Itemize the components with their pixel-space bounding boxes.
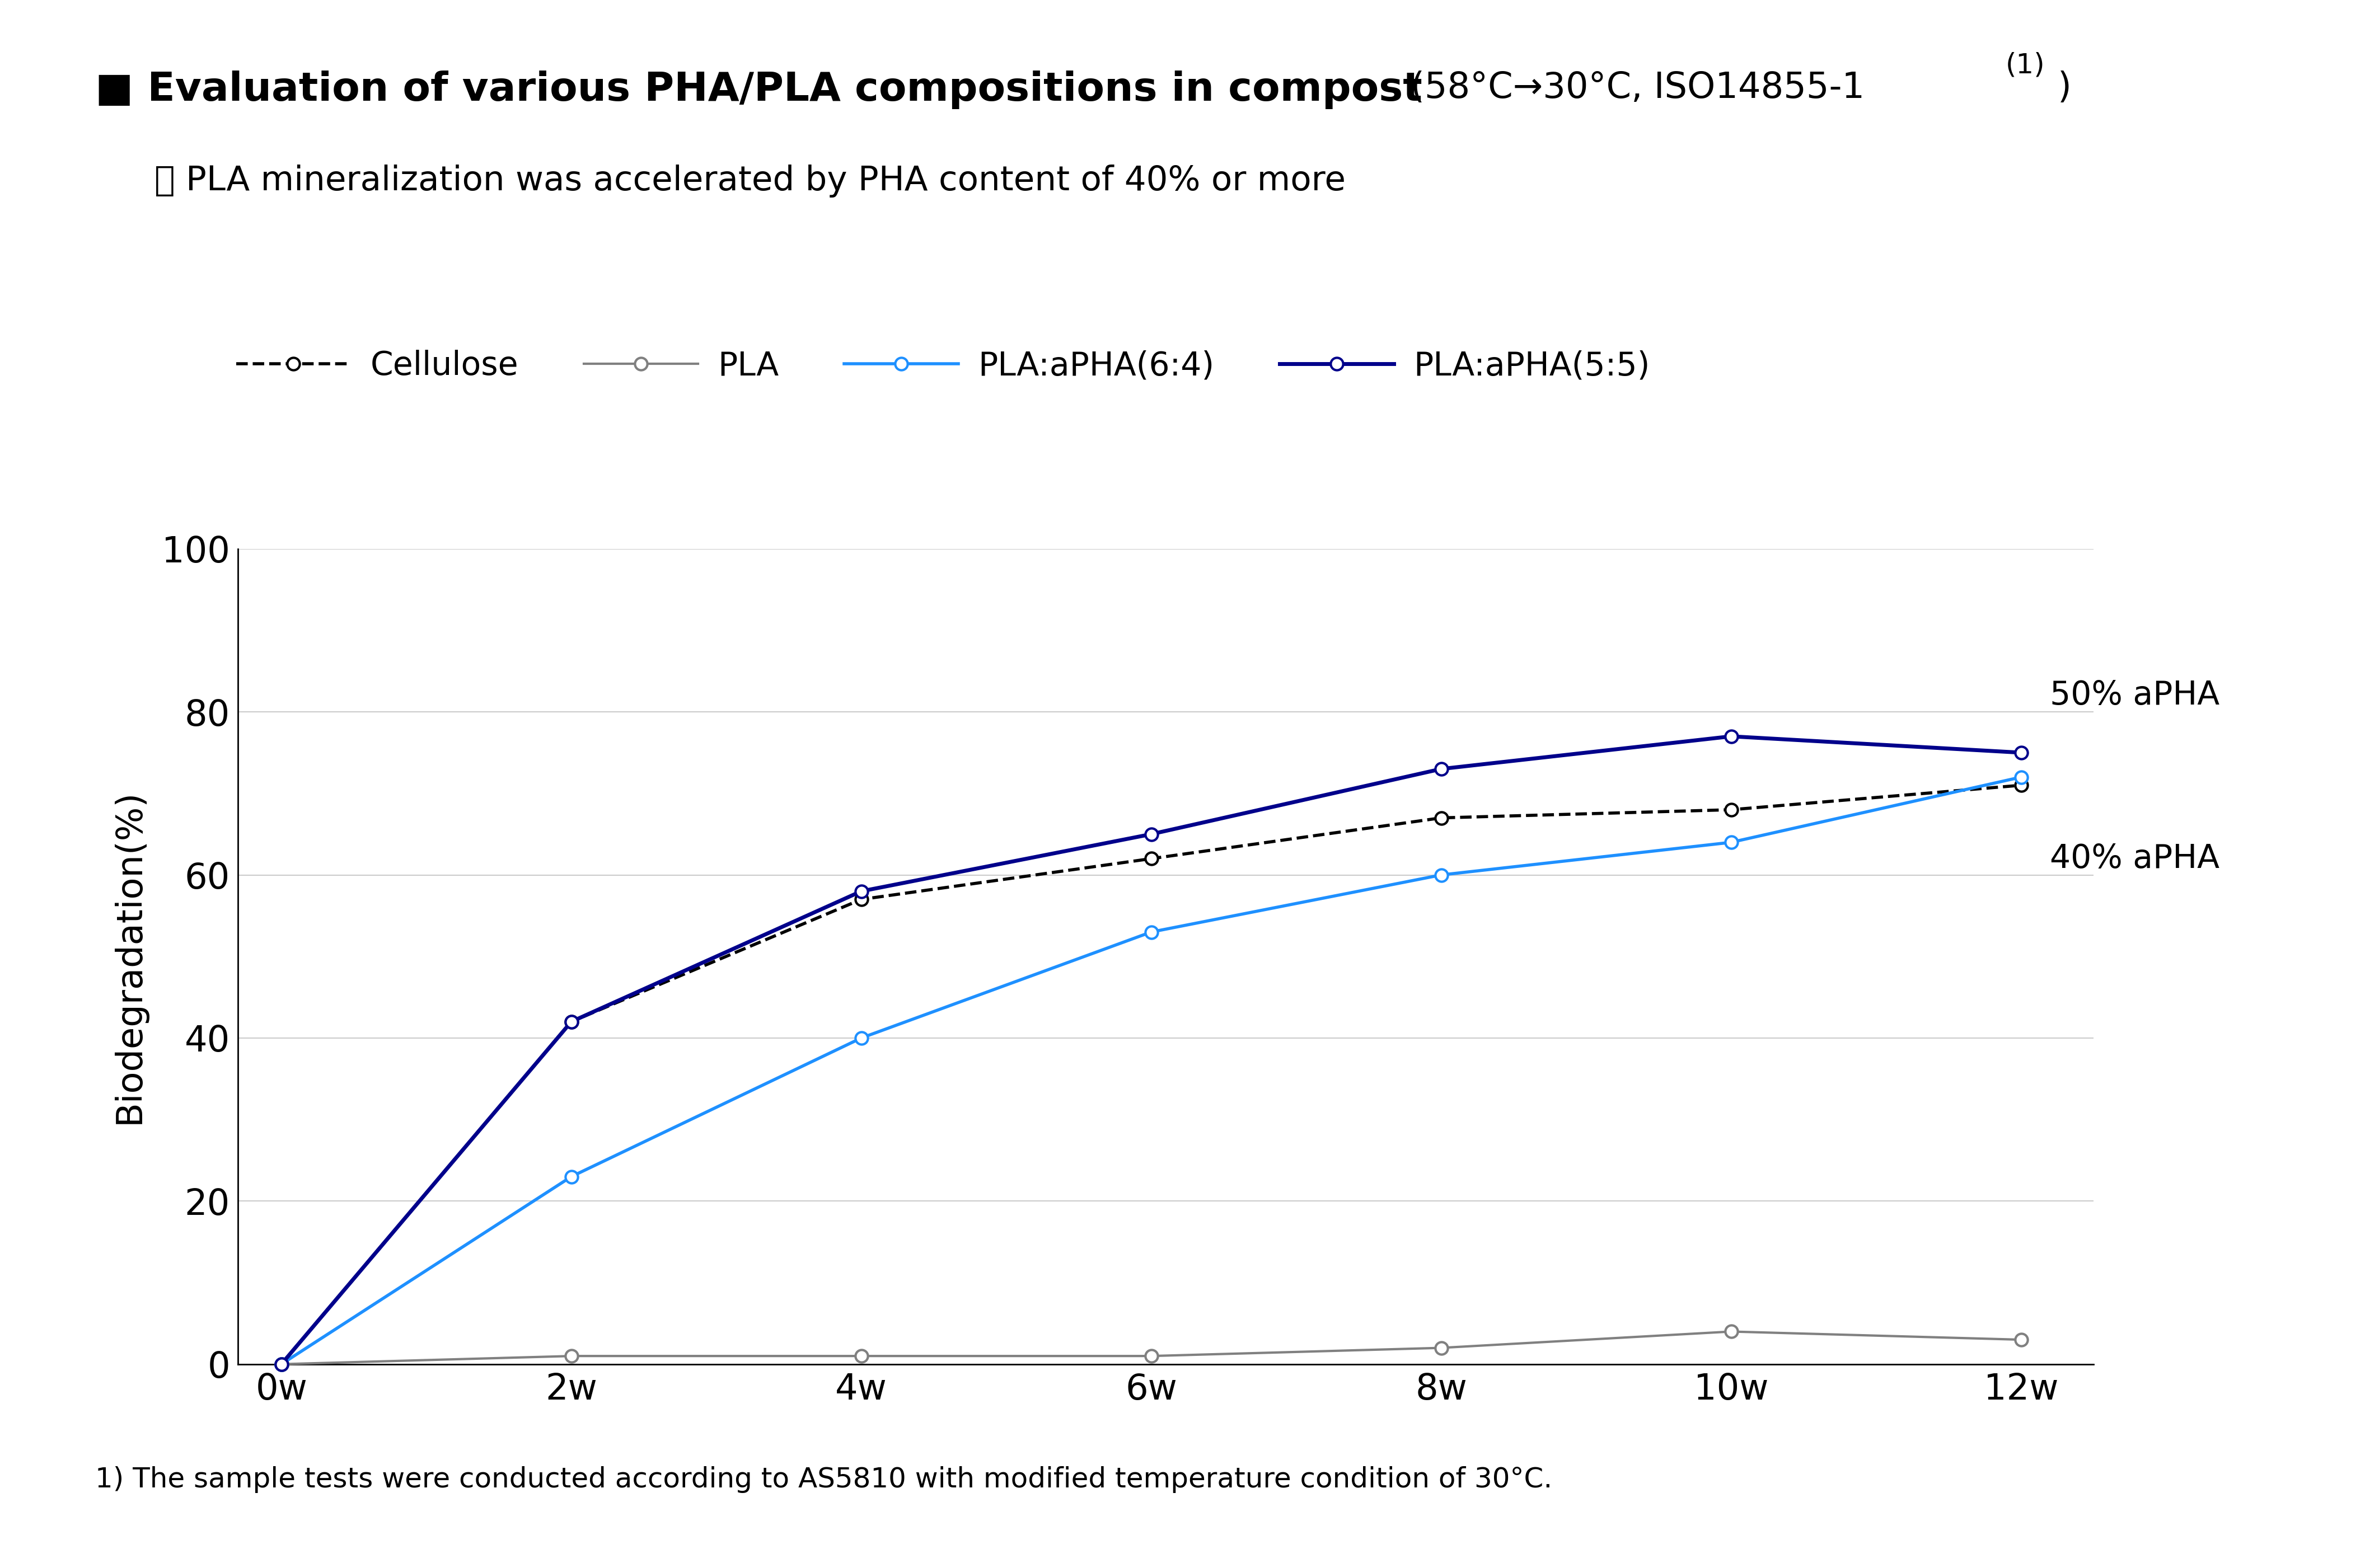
Text: (58°C→30°C, ISO14855-1: (58°C→30°C, ISO14855-1 bbox=[1411, 71, 1865, 105]
Text: ): ) bbox=[2058, 71, 2072, 105]
Text: 40% aPHA: 40% aPHA bbox=[2051, 842, 2220, 875]
Y-axis label: Biodegradation(%): Biodegradation(%) bbox=[112, 789, 147, 1124]
Text: 1) The sample tests were conducted according to AS5810 with modified temperature: 1) The sample tests were conducted accor… bbox=[95, 1466, 1553, 1493]
Legend: Cellulose, PLA, PLA:aPHA(6:4), PLA:aPHA(5:5): Cellulose, PLA, PLA:aPHA(6:4), PLA:aPHA(… bbox=[224, 337, 1663, 395]
Text: ■ Evaluation of various PHA/PLA compositions in compost: ■ Evaluation of various PHA/PLA composit… bbox=[95, 71, 1437, 110]
Text: ： PLA mineralization was accelerated by PHA content of 40% or more: ： PLA mineralization was accelerated by … bbox=[155, 165, 1347, 198]
Text: 50% aPHA: 50% aPHA bbox=[2051, 679, 2220, 712]
Text: (1): (1) bbox=[2005, 52, 2046, 78]
